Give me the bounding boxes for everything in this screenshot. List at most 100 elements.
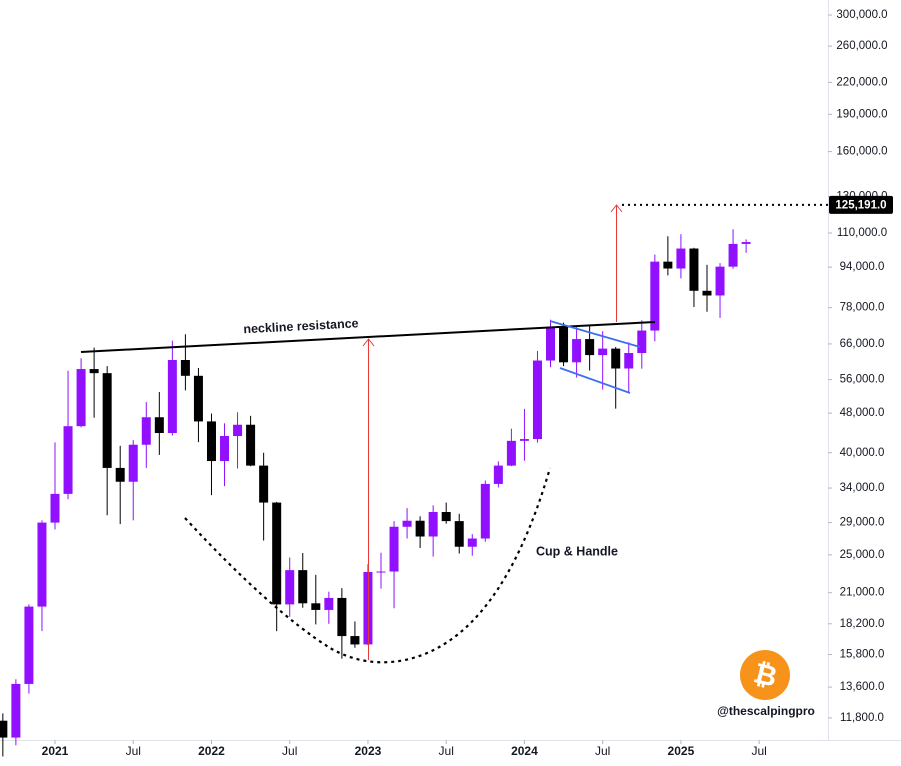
y-tick-label: 34,000.0 (840, 482, 885, 494)
watermark: @thescalpingpro (717, 704, 815, 718)
candle-body (428, 511, 438, 537)
candle-body (89, 369, 99, 374)
candle-body (441, 511, 451, 522)
candle-body (572, 339, 582, 363)
y-tick-label: 56,000.0 (840, 374, 885, 386)
candle-body (102, 373, 112, 468)
y-tick-label: 29,000.0 (840, 517, 885, 529)
candle-body (728, 243, 738, 267)
y-tick-label: 94,000.0 (840, 261, 885, 273)
candle-body (376, 571, 386, 573)
pattern-label: Cup & Handle (536, 544, 618, 558)
arrow-head (362, 338, 375, 347)
y-tick-label: 78,000.0 (840, 302, 885, 314)
y-tick-label: 15,800.0 (840, 649, 885, 661)
x-tick-label: Jul (282, 744, 297, 758)
candle-body (480, 483, 490, 539)
candle-body (702, 290, 712, 296)
candle-body (11, 683, 21, 738)
candle-body (650, 261, 660, 331)
y-tick-label: 110,000.0 (837, 227, 887, 239)
y-tick-label: 13,600.0 (840, 681, 885, 693)
candles (0, 229, 751, 757)
candle-body (715, 266, 725, 296)
target-label-box (829, 195, 893, 214)
candle-body (311, 603, 321, 610)
candle-body (128, 444, 138, 482)
candle-body (350, 636, 360, 645)
candle-body (76, 369, 86, 427)
candle-body (363, 572, 373, 645)
x-tick-label: 2023 (355, 744, 382, 758)
y-tick-label: 11,800.0 (840, 712, 884, 724)
candle-body (167, 360, 177, 434)
candle-body (467, 538, 477, 547)
candle-body (741, 242, 751, 244)
candle-body (63, 426, 73, 494)
x-tick-label: Jul (595, 744, 610, 758)
candle-body (532, 360, 542, 440)
y-tick-label: 21,000.0 (840, 587, 885, 599)
candle-body (50, 493, 60, 523)
candle-body (233, 424, 243, 437)
target-label: 125,191.0 (835, 199, 886, 211)
candle-body (611, 348, 621, 369)
candle-body (598, 348, 608, 356)
x-tick-label: 2022 (198, 744, 225, 758)
x-tick-label: 2021 (42, 744, 69, 758)
candle-body (519, 439, 529, 441)
candle-body (324, 597, 334, 610)
candle-body (663, 261, 673, 269)
neckline (80, 321, 656, 353)
candle-body (220, 436, 230, 462)
candle-body (559, 327, 569, 363)
candle-body (676, 248, 686, 269)
candle-body (454, 521, 464, 547)
candle-body (624, 353, 634, 369)
y-tick-label: 18,200.0 (840, 618, 885, 630)
candle-body (141, 417, 151, 445)
flag-lower (559, 367, 631, 394)
x-tick-label: Jul (126, 744, 141, 758)
y-tick-label: 66,000.0 (840, 338, 885, 350)
candle-body (115, 467, 125, 482)
x-tick-label: Jul (751, 744, 766, 758)
candle-body (206, 421, 216, 462)
candle-body (637, 330, 647, 354)
y-tick-label: 260,000.0 (836, 40, 887, 52)
x-tick-label: 2025 (668, 744, 695, 758)
candle-body (285, 570, 295, 605)
y-tick-label: 190,000.0 (836, 108, 887, 120)
candle-body (259, 465, 269, 503)
arrow-head (610, 204, 623, 213)
candle-body (337, 597, 347, 637)
candle-body (298, 570, 308, 604)
bitcoin-logo (740, 650, 790, 700)
candle-body (493, 465, 503, 484)
measured-move-arrows (362, 204, 623, 660)
candle-body (37, 522, 47, 607)
y-tick-label: 300,000.0 (836, 9, 887, 21)
candle-body (415, 520, 425, 537)
candle-body (180, 360, 190, 376)
cup-curve (184, 467, 552, 664)
flag-upper (549, 320, 641, 348)
candle-body (506, 440, 516, 466)
neckline-label: neckline resistance (243, 316, 359, 336)
x-tick-label: 2024 (511, 744, 538, 758)
axes: 300,000.0 260,000.0 220,000.0 190,000.0 160,… (42, 9, 893, 758)
candle-body (0, 720, 8, 738)
y-tick-label: 48,000.0 (840, 407, 885, 419)
y-tick-label: 25,000.0 (840, 549, 885, 561)
candle-body (24, 606, 34, 684)
x-tick-label: Jul (439, 744, 454, 758)
candle-body (389, 526, 399, 572)
y-tick-label: 220,000.0 (836, 76, 887, 88)
candle-body (272, 502, 282, 605)
candle-body (689, 248, 699, 291)
candle-body (546, 327, 556, 361)
candle-body (193, 375, 203, 422)
candle-body (585, 339, 595, 356)
